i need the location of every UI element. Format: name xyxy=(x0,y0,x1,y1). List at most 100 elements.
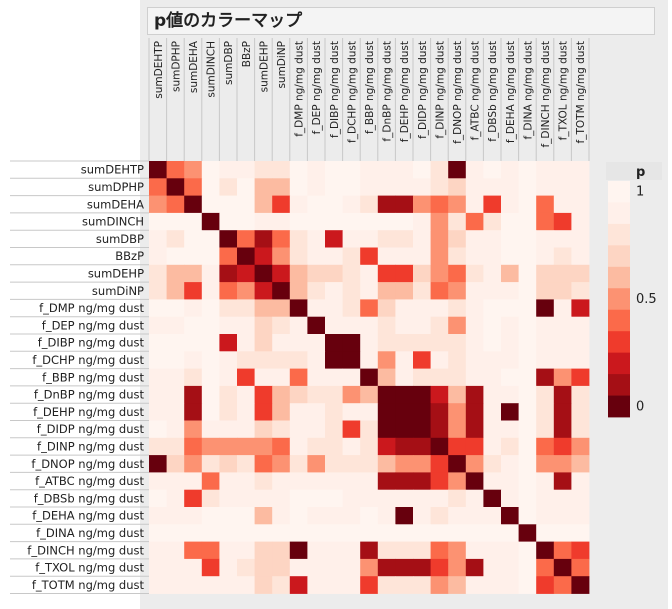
heatmap-cell xyxy=(166,316,185,335)
heatmap-cell xyxy=(166,230,185,248)
heatmap-cell xyxy=(377,437,396,456)
row-label: f_DCHP ng/mg dust xyxy=(32,353,144,367)
heatmap-cell xyxy=(272,507,291,525)
heatmap-cell xyxy=(553,368,572,387)
heatmap-cell xyxy=(536,403,555,421)
heatmap-cell xyxy=(553,524,572,542)
column-label: f_DINA ng/mg dust xyxy=(522,41,534,140)
row-label: sumDINCH xyxy=(82,215,144,229)
heatmap-cell xyxy=(518,455,537,473)
heatmap-cell xyxy=(413,420,431,439)
heatmap-cell xyxy=(201,437,220,456)
heatmap-cell xyxy=(272,437,291,456)
heatmap-cell xyxy=(536,178,555,196)
heatmap-cell xyxy=(465,299,484,318)
heatmap-cell xyxy=(254,420,273,439)
heatmap-cell xyxy=(360,161,379,179)
heatmap-cell xyxy=(483,161,502,179)
heatmap-cell xyxy=(272,212,291,231)
heatmap-cell xyxy=(536,161,555,179)
heatmap-cell xyxy=(149,299,167,318)
heatmap-cell xyxy=(448,195,467,214)
heatmap-cell xyxy=(360,299,379,318)
heatmap-cell xyxy=(237,507,255,525)
row-label: BBzP xyxy=(115,249,144,263)
heatmap-cell xyxy=(501,455,519,473)
heatmap-cell xyxy=(307,161,326,179)
heatmap-cell xyxy=(289,316,308,335)
row-label: f_BBP ng/mg dust xyxy=(42,370,144,384)
heatmap-cell xyxy=(518,541,537,560)
heatmap-cell xyxy=(553,212,572,231)
heatmap-cell xyxy=(483,576,502,594)
heatmap-cell xyxy=(237,161,255,179)
heatmap-cell xyxy=(237,576,255,594)
heatmap-cell xyxy=(413,247,431,266)
heatmap-cell xyxy=(377,403,396,421)
heatmap-cell xyxy=(448,368,467,387)
heatmap-cell xyxy=(237,264,255,283)
heatmap-cell xyxy=(553,558,572,577)
heatmap-cell xyxy=(307,558,326,577)
heatmap-cell xyxy=(289,541,308,560)
heatmap-cell xyxy=(307,195,326,214)
heatmap-cell xyxy=(448,282,467,300)
heatmap-cell xyxy=(342,195,361,214)
heatmap-cell xyxy=(184,212,203,231)
heatmap-cell xyxy=(465,195,484,214)
heatmap-cell xyxy=(184,437,203,456)
heatmap-cell xyxy=(571,351,590,369)
heatmap-cell xyxy=(377,576,396,594)
heatmap-cell xyxy=(325,558,343,577)
heatmap-cell xyxy=(465,212,484,231)
heatmap-cell xyxy=(430,385,449,404)
heatmap-cell xyxy=(571,455,590,473)
heatmap-cell xyxy=(571,437,590,456)
heatmap-cell xyxy=(360,212,379,231)
heatmap-cell xyxy=(184,541,203,560)
heatmap-cell xyxy=(518,195,537,214)
heatmap-cell xyxy=(307,489,326,508)
heatmap-cell xyxy=(254,230,273,248)
heatmap-cell xyxy=(465,161,484,179)
heatmap-cell xyxy=(483,489,502,508)
heatmap-cell xyxy=(518,420,537,439)
heatmap-cell xyxy=(149,316,167,335)
heatmap-cell xyxy=(166,264,185,283)
heatmap-cell xyxy=(395,472,414,491)
heatmap-cell xyxy=(184,351,203,369)
heatmap-cell xyxy=(536,368,555,387)
heatmap-cell xyxy=(483,385,502,404)
heatmap-cell xyxy=(395,385,414,404)
heatmap-cell xyxy=(184,472,203,491)
heatmap-cell xyxy=(219,368,238,387)
heatmap-cell xyxy=(536,385,555,404)
colorbar: p 1 0.5 0 xyxy=(606,162,662,418)
row-label: sumDEHTP xyxy=(81,163,144,177)
heatmap-cell xyxy=(571,420,590,439)
heatmap-cell xyxy=(254,334,273,352)
heatmap-cell xyxy=(377,299,396,318)
colorbar-swatch xyxy=(608,181,630,203)
heatmap-cell xyxy=(377,351,396,369)
heatmap-cell xyxy=(219,437,238,456)
heatmap-cell xyxy=(237,472,255,491)
heatmap-cell xyxy=(518,299,537,318)
heatmap-cell xyxy=(166,368,185,387)
heatmap-cell xyxy=(149,161,167,179)
heatmap-cell xyxy=(201,161,220,179)
heatmap-cell xyxy=(430,230,449,248)
heatmap-cell xyxy=(553,299,572,318)
heatmap-cell xyxy=(325,403,343,421)
heatmap-cell xyxy=(377,230,396,248)
heatmap-cell xyxy=(448,403,467,421)
heatmap-cell xyxy=(254,558,273,577)
heatmap-cell xyxy=(395,524,414,542)
heatmap-cell xyxy=(166,178,185,196)
heatmap-cell xyxy=(518,472,537,491)
column-labels: sumDEHTP sumDPHP sumDEHA sumDINCH sumDBP BBzP… xyxy=(148,38,590,161)
heatmap-cell xyxy=(325,195,343,214)
heatmap-cell xyxy=(166,161,185,179)
heatmap-cell xyxy=(377,524,396,542)
heatmap-cell xyxy=(237,403,255,421)
